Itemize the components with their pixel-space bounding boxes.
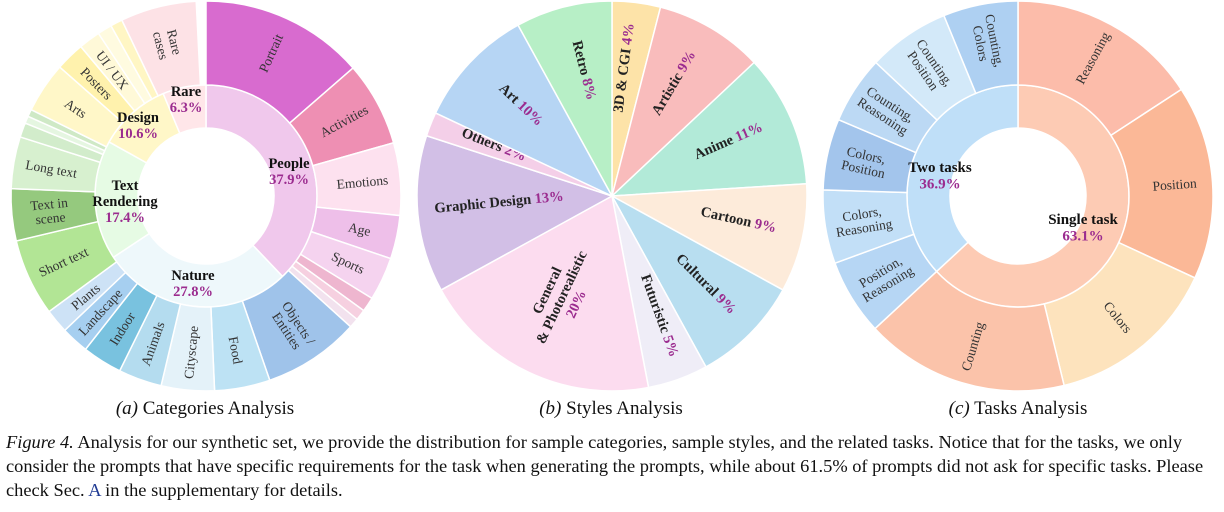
outer-slice-counting-colors — [942, 0, 1019, 95]
outer-label-rare-cases: Rarecases — [150, 26, 185, 61]
inner-label-single-task: Single task — [1048, 212, 1118, 228]
pie-slice-artistic — [610, 6, 756, 199]
outer-label-position: Position — [1152, 176, 1197, 194]
pie-slice-graphic-design — [416, 134, 614, 291]
inner-label-rare: Rare — [171, 84, 202, 100]
pie-slice-cultural — [610, 194, 784, 368]
inner-label-people: People — [268, 156, 310, 172]
inner-label-two-tasks: Two tasks — [908, 160, 972, 176]
styles-pie-chart: 3D & CGI 4%Artistic 9%Anime 11%Cartoon 9… — [416, 0, 808, 392]
outer-label-text-in-scene: Text inscene — [30, 195, 71, 228]
pie-slice-cartoon — [609, 182, 808, 291]
outer-label-emotions: Emotions — [336, 172, 389, 191]
inner-label-nature: Nature — [171, 268, 215, 284]
subcaption-a: (a) Categories Analysis — [115, 398, 295, 419]
categories-sunburst-chart: PortraitActivitiesEmotionsAgeSportsObjec… — [10, 0, 402, 392]
outer-slice-rare-cases — [120, 0, 202, 97]
category-percentage: 37.9% — [269, 172, 309, 188]
figure-panels: PortraitActivitiesEmotionsAgeSportsObjec… — [10, 0, 1214, 392]
pie-slice-general-photorealistic — [440, 194, 650, 392]
subcaption-b: (b) Styles Analysis — [539, 398, 683, 419]
outer-label-cityscape: Cityscape — [181, 325, 201, 379]
category-percentage: 10.6% — [118, 126, 158, 142]
tasks-sunburst-chart: ReasoningPositionColorsCountingPosition,… — [822, 0, 1214, 392]
section-reference-link[interactable]: A — [88, 480, 101, 500]
inner-label-design: Design — [117, 110, 159, 126]
outer-label-food: Food — [225, 335, 245, 365]
category-percentage: 27.8% — [173, 284, 213, 300]
pie-slice-anime — [609, 61, 808, 197]
outer-label-counting-colors: Counting,Colors — [968, 13, 1007, 71]
outer-label-age: Age — [347, 220, 372, 239]
figure-label: Figure 4. — [6, 432, 74, 452]
caption-text-end: in the supplementary for details. — [100, 480, 343, 500]
figure-caption: Figure 4. Analysis for our synthetic set… — [6, 430, 1218, 502]
pie-slice-art — [434, 24, 614, 198]
category-percentage: 6.3% — [170, 100, 203, 116]
category-percentage: 36.9% — [919, 177, 960, 193]
category-percentage: 63.1% — [1062, 229, 1103, 245]
pie-slice-retro — [517, 0, 613, 197]
category-percentage: 17.4% — [105, 210, 145, 226]
caption-text: Analysis for our synthetic set, we provi… — [6, 432, 1204, 500]
inner-label-text-rendering: Text Rendering — [92, 178, 158, 210]
subcaption-c: (c) Tasks Analysis — [948, 398, 1088, 419]
